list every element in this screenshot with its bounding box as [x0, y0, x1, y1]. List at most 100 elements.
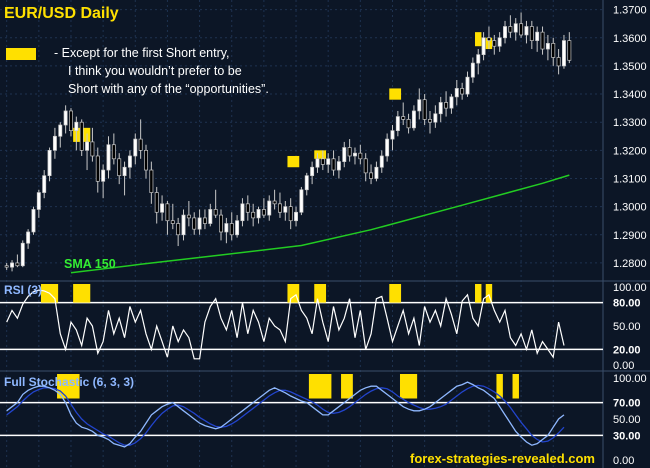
price-tick-label: 1.3600	[613, 33, 647, 45]
candles	[4, 12, 572, 272]
price-tick-label: 1.3300	[613, 117, 647, 129]
candle-body	[508, 26, 513, 33]
candle-body	[20, 242, 25, 267]
rsi-tick-label: 20.00	[613, 344, 641, 356]
stochastic-overbought-highlight	[341, 374, 353, 399]
candle-body	[74, 121, 79, 131]
highlight-swatch	[6, 47, 36, 60]
candle-body	[192, 217, 197, 230]
candle-body	[4, 265, 9, 268]
stochastic-overbought-highlight	[496, 374, 503, 399]
candle-body	[401, 116, 406, 120]
candle-body	[47, 150, 52, 177]
candle-body	[149, 169, 154, 193]
annotation-line-2: I think you wouldn’t prefer to be	[68, 64, 242, 78]
candle-body	[347, 147, 352, 157]
rsi-overbought-highlight	[73, 284, 91, 303]
annotation-line-3: Short with any of the “opportunities”.	[68, 82, 269, 96]
candle-body	[106, 144, 111, 171]
candle-body	[36, 192, 41, 210]
price-tick-label: 1.3500	[613, 61, 647, 73]
candle-body	[79, 121, 84, 151]
price-tick-label: 1.3400	[613, 89, 647, 101]
candle-body	[567, 40, 572, 61]
candle-body	[545, 43, 550, 50]
candle-body	[562, 40, 566, 67]
candle-body	[245, 203, 250, 213]
rsi-overbought-highlight	[389, 284, 402, 303]
candle-body	[251, 211, 256, 219]
candle-body	[283, 206, 288, 213]
candle-body	[551, 43, 556, 58]
stochastic-axis-ticks: 100.00 70.00 50.00 30.00 0.00	[613, 373, 647, 467]
candle-body	[127, 155, 132, 168]
candle-body	[444, 102, 449, 109]
candle-body	[411, 110, 416, 129]
candle-body	[181, 214, 186, 236]
price-axis-ticks: 1.3700 1.3600 1.3500 1.3400 1.3300 1.3200 1.31…	[613, 5, 647, 270]
candle-body	[235, 220, 240, 236]
rsi-overbought-highlight	[475, 284, 482, 303]
candle-body	[52, 135, 57, 151]
candle-body	[374, 166, 379, 179]
annotation-note: - Except for the first Short entry, I th…	[6, 44, 269, 98]
chart-title: EUR/USD Daily	[4, 5, 119, 22]
candle-body	[519, 23, 524, 36]
candle-body	[85, 141, 90, 151]
price-tick-label: 1.3200	[613, 145, 647, 157]
stochastic-tick-label: 30.00	[613, 430, 641, 442]
candle-body	[154, 192, 159, 213]
candle-body	[197, 217, 202, 230]
candle-body	[117, 158, 122, 177]
rsi-tick-label: 0.00	[613, 360, 634, 372]
candle-body	[138, 138, 143, 151]
stochastic-tick-label: 50.00	[613, 414, 641, 426]
stochastic-overbought-highlight	[512, 374, 519, 399]
stochastic-label: Full Stochastic (6, 3, 3)	[4, 375, 135, 389]
candle-body	[165, 203, 170, 222]
candle-body	[10, 262, 14, 268]
candle-body	[304, 175, 309, 191]
candle-body	[176, 223, 181, 236]
candle-body	[390, 130, 395, 140]
candle-body	[342, 147, 347, 162]
candle-body	[353, 152, 357, 157]
candle-body	[540, 31, 545, 50]
candle-body	[224, 223, 229, 233]
candle-body	[299, 189, 304, 213]
candle-body	[369, 172, 374, 179]
candle-body	[422, 99, 427, 120]
rsi-overbought-highlight	[485, 284, 493, 303]
candle-body	[331, 158, 336, 171]
rsi-axis-ticks: 100.00 80.00 50.00 20.00 0.00	[613, 282, 647, 372]
rsi-label: RSI (3)	[4, 283, 43, 297]
price-tick-label: 1.3700	[613, 5, 647, 17]
candle-body	[465, 76, 470, 95]
candle-body	[144, 150, 148, 171]
watermark-text: forex-strategies-revealed.com	[410, 451, 595, 466]
candle-body	[524, 26, 529, 36]
candle-body	[315, 158, 320, 168]
stochastic-overbought-highlight	[308, 374, 332, 399]
rsi-overbought-highlight	[314, 284, 327, 303]
candle-body	[256, 209, 261, 219]
rsi-line	[6, 289, 565, 360]
candle-body	[310, 166, 315, 177]
short-entry-highlight	[287, 155, 300, 168]
sma-label: SMA 150	[64, 257, 116, 271]
candle-body	[486, 37, 491, 41]
sma-150-line	[70, 174, 570, 274]
candle-body	[229, 223, 234, 236]
candle-body	[363, 158, 368, 174]
stochastic-d-line	[6, 384, 565, 446]
candle-body	[358, 152, 363, 160]
candle-body	[492, 40, 497, 47]
candle-body	[208, 209, 213, 224]
price-tick-label: 1.2900	[613, 230, 647, 242]
candle-body	[101, 169, 106, 182]
candle-body	[69, 110, 73, 131]
candle-body	[529, 26, 534, 41]
candle-body	[433, 113, 438, 123]
